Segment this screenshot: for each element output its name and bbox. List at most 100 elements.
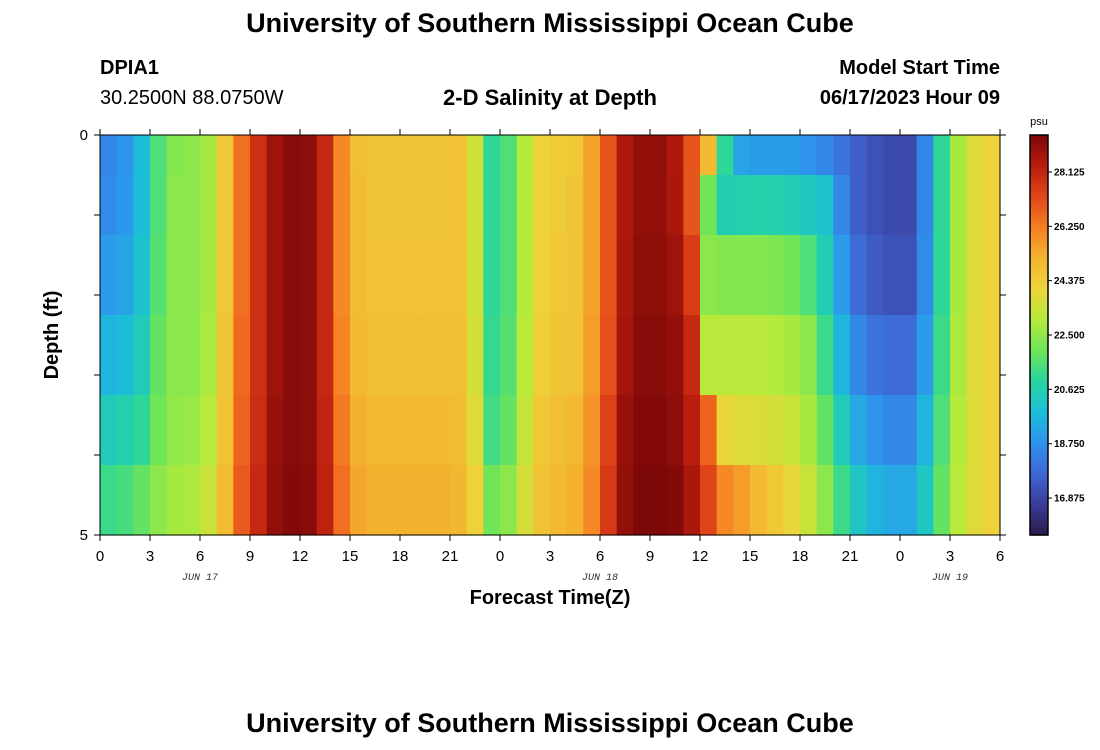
heatmap-cell — [366, 175, 384, 236]
heatmap-cell — [200, 465, 218, 536]
colorbar-swatch — [1030, 495, 1048, 499]
heatmap-cell — [316, 135, 334, 176]
footer-title: University of Southern Mississippi Ocean… — [246, 708, 854, 738]
colorbar-swatch — [1030, 345, 1048, 349]
heatmap-cell — [600, 465, 618, 536]
heatmap-cell — [633, 465, 651, 536]
heatmap-cell — [983, 175, 1001, 236]
heatmap-cell — [983, 395, 1001, 466]
heatmap-cell — [300, 465, 318, 536]
heatmap-cell — [416, 175, 434, 236]
heatmap-cell — [483, 395, 501, 466]
x-tick-label: 0 — [96, 548, 104, 565]
heatmap-cell — [483, 315, 501, 396]
heatmap-cell — [300, 235, 318, 316]
x-axis: 0 3 6 9 12 15 18 21 0 3 6 9 12 15 18 21 0 3 6 JUN 17 JUN 18 J… — [96, 129, 1004, 584]
heatmap-cell — [900, 235, 918, 316]
colorbar-swatch — [1030, 268, 1048, 273]
heatmap-cell — [266, 175, 284, 236]
heatmap-cell — [383, 465, 401, 536]
x-tick-label: 6 — [996, 548, 1004, 565]
heatmap-cell — [133, 465, 151, 536]
heatmap-cell — [516, 135, 534, 176]
heatmap-cell — [966, 135, 984, 176]
heatmap-cell — [350, 235, 368, 316]
heatmap-cell — [483, 235, 501, 316]
colorbar-swatch — [1030, 418, 1048, 423]
colorbar-swatch — [1030, 301, 1048, 306]
heatmap-cell — [700, 235, 718, 316]
colorbar-tick-label: 24.375 — [1054, 276, 1085, 287]
heatmap-cell — [400, 235, 418, 316]
heatmap-cell — [283, 175, 301, 236]
colorbar-swatch — [1030, 408, 1048, 413]
colorbar-swatch — [1030, 505, 1048, 509]
heatmap-cell — [183, 235, 201, 316]
heatmap-cell — [766, 135, 784, 176]
x-tick-label: 21 — [442, 548, 459, 565]
heatmap-cell — [366, 395, 384, 466]
heatmap-cell — [366, 315, 384, 396]
colorbar-swatch — [1030, 428, 1048, 433]
heatmap-cell — [800, 135, 818, 176]
heatmap-cell — [933, 465, 951, 536]
colorbar-swatch — [1030, 215, 1048, 219]
colorbar-swatch — [1030, 435, 1048, 439]
heatmap-cell — [516, 315, 534, 396]
date-label: JUN 18 — [582, 573, 618, 584]
colorbar-swatch — [1030, 498, 1048, 503]
heatmap-cell — [166, 315, 184, 396]
colorbar-swatch — [1030, 405, 1048, 409]
heatmap-cell — [483, 175, 501, 236]
heatmap-cell — [100, 175, 118, 236]
heatmap-cell — [566, 315, 584, 396]
colorbar-swatch — [1030, 191, 1048, 196]
heatmap-cell — [983, 235, 1001, 316]
heatmap-cell — [766, 465, 784, 536]
heatmap-cell — [900, 315, 918, 396]
heatmap-cell — [466, 135, 484, 176]
colorbar-swatch — [1030, 391, 1048, 396]
heatmap-cell — [333, 465, 351, 536]
heatmap-cell — [683, 135, 701, 176]
x-tick-label: 12 — [292, 548, 309, 565]
heatmap-cell — [850, 465, 868, 536]
heatmap-cell — [650, 395, 668, 466]
colorbar-swatch — [1030, 348, 1048, 353]
heatmap-cell — [950, 395, 968, 466]
colorbar-swatch — [1030, 445, 1048, 449]
colorbar-swatch — [1030, 231, 1048, 236]
colorbar-swatch — [1030, 385, 1048, 389]
x-tick-label: 0 — [896, 548, 904, 565]
heatmap-cell — [266, 465, 284, 536]
heatmap-cell — [166, 235, 184, 316]
heatmap-cell — [666, 175, 684, 236]
heatmap-cell — [666, 235, 684, 316]
heatmap-cell — [983, 465, 1001, 536]
heatmap-cell — [333, 175, 351, 236]
heatmap-cell — [816, 175, 834, 236]
x-tick-label: 9 — [246, 548, 254, 565]
heatmap-cell — [533, 465, 551, 536]
heatmap-cell — [666, 465, 684, 536]
heatmap-cell — [400, 465, 418, 536]
heatmap-cell — [766, 315, 784, 396]
heatmap-cell — [633, 315, 651, 396]
heatmap-cell — [916, 175, 934, 236]
heatmap-cell — [650, 135, 668, 176]
colorbar-swatch — [1030, 471, 1048, 476]
colorbar-swatch — [1030, 198, 1048, 203]
heatmap-cell — [916, 315, 934, 396]
heatmap-cell — [683, 175, 701, 236]
heatmap-cell — [566, 395, 584, 466]
heatmap-cell — [300, 315, 318, 396]
heatmap-cell — [283, 395, 301, 466]
heatmap-cell — [583, 465, 601, 536]
heatmap-cell — [650, 465, 668, 536]
heatmap-cell — [900, 175, 918, 236]
heatmap-cell — [383, 315, 401, 396]
heatmap-cell — [966, 395, 984, 466]
heatmap-cell — [883, 315, 901, 396]
plot-title: 2-D Salinity at Depth — [443, 85, 657, 110]
colorbar-swatch — [1030, 278, 1048, 283]
